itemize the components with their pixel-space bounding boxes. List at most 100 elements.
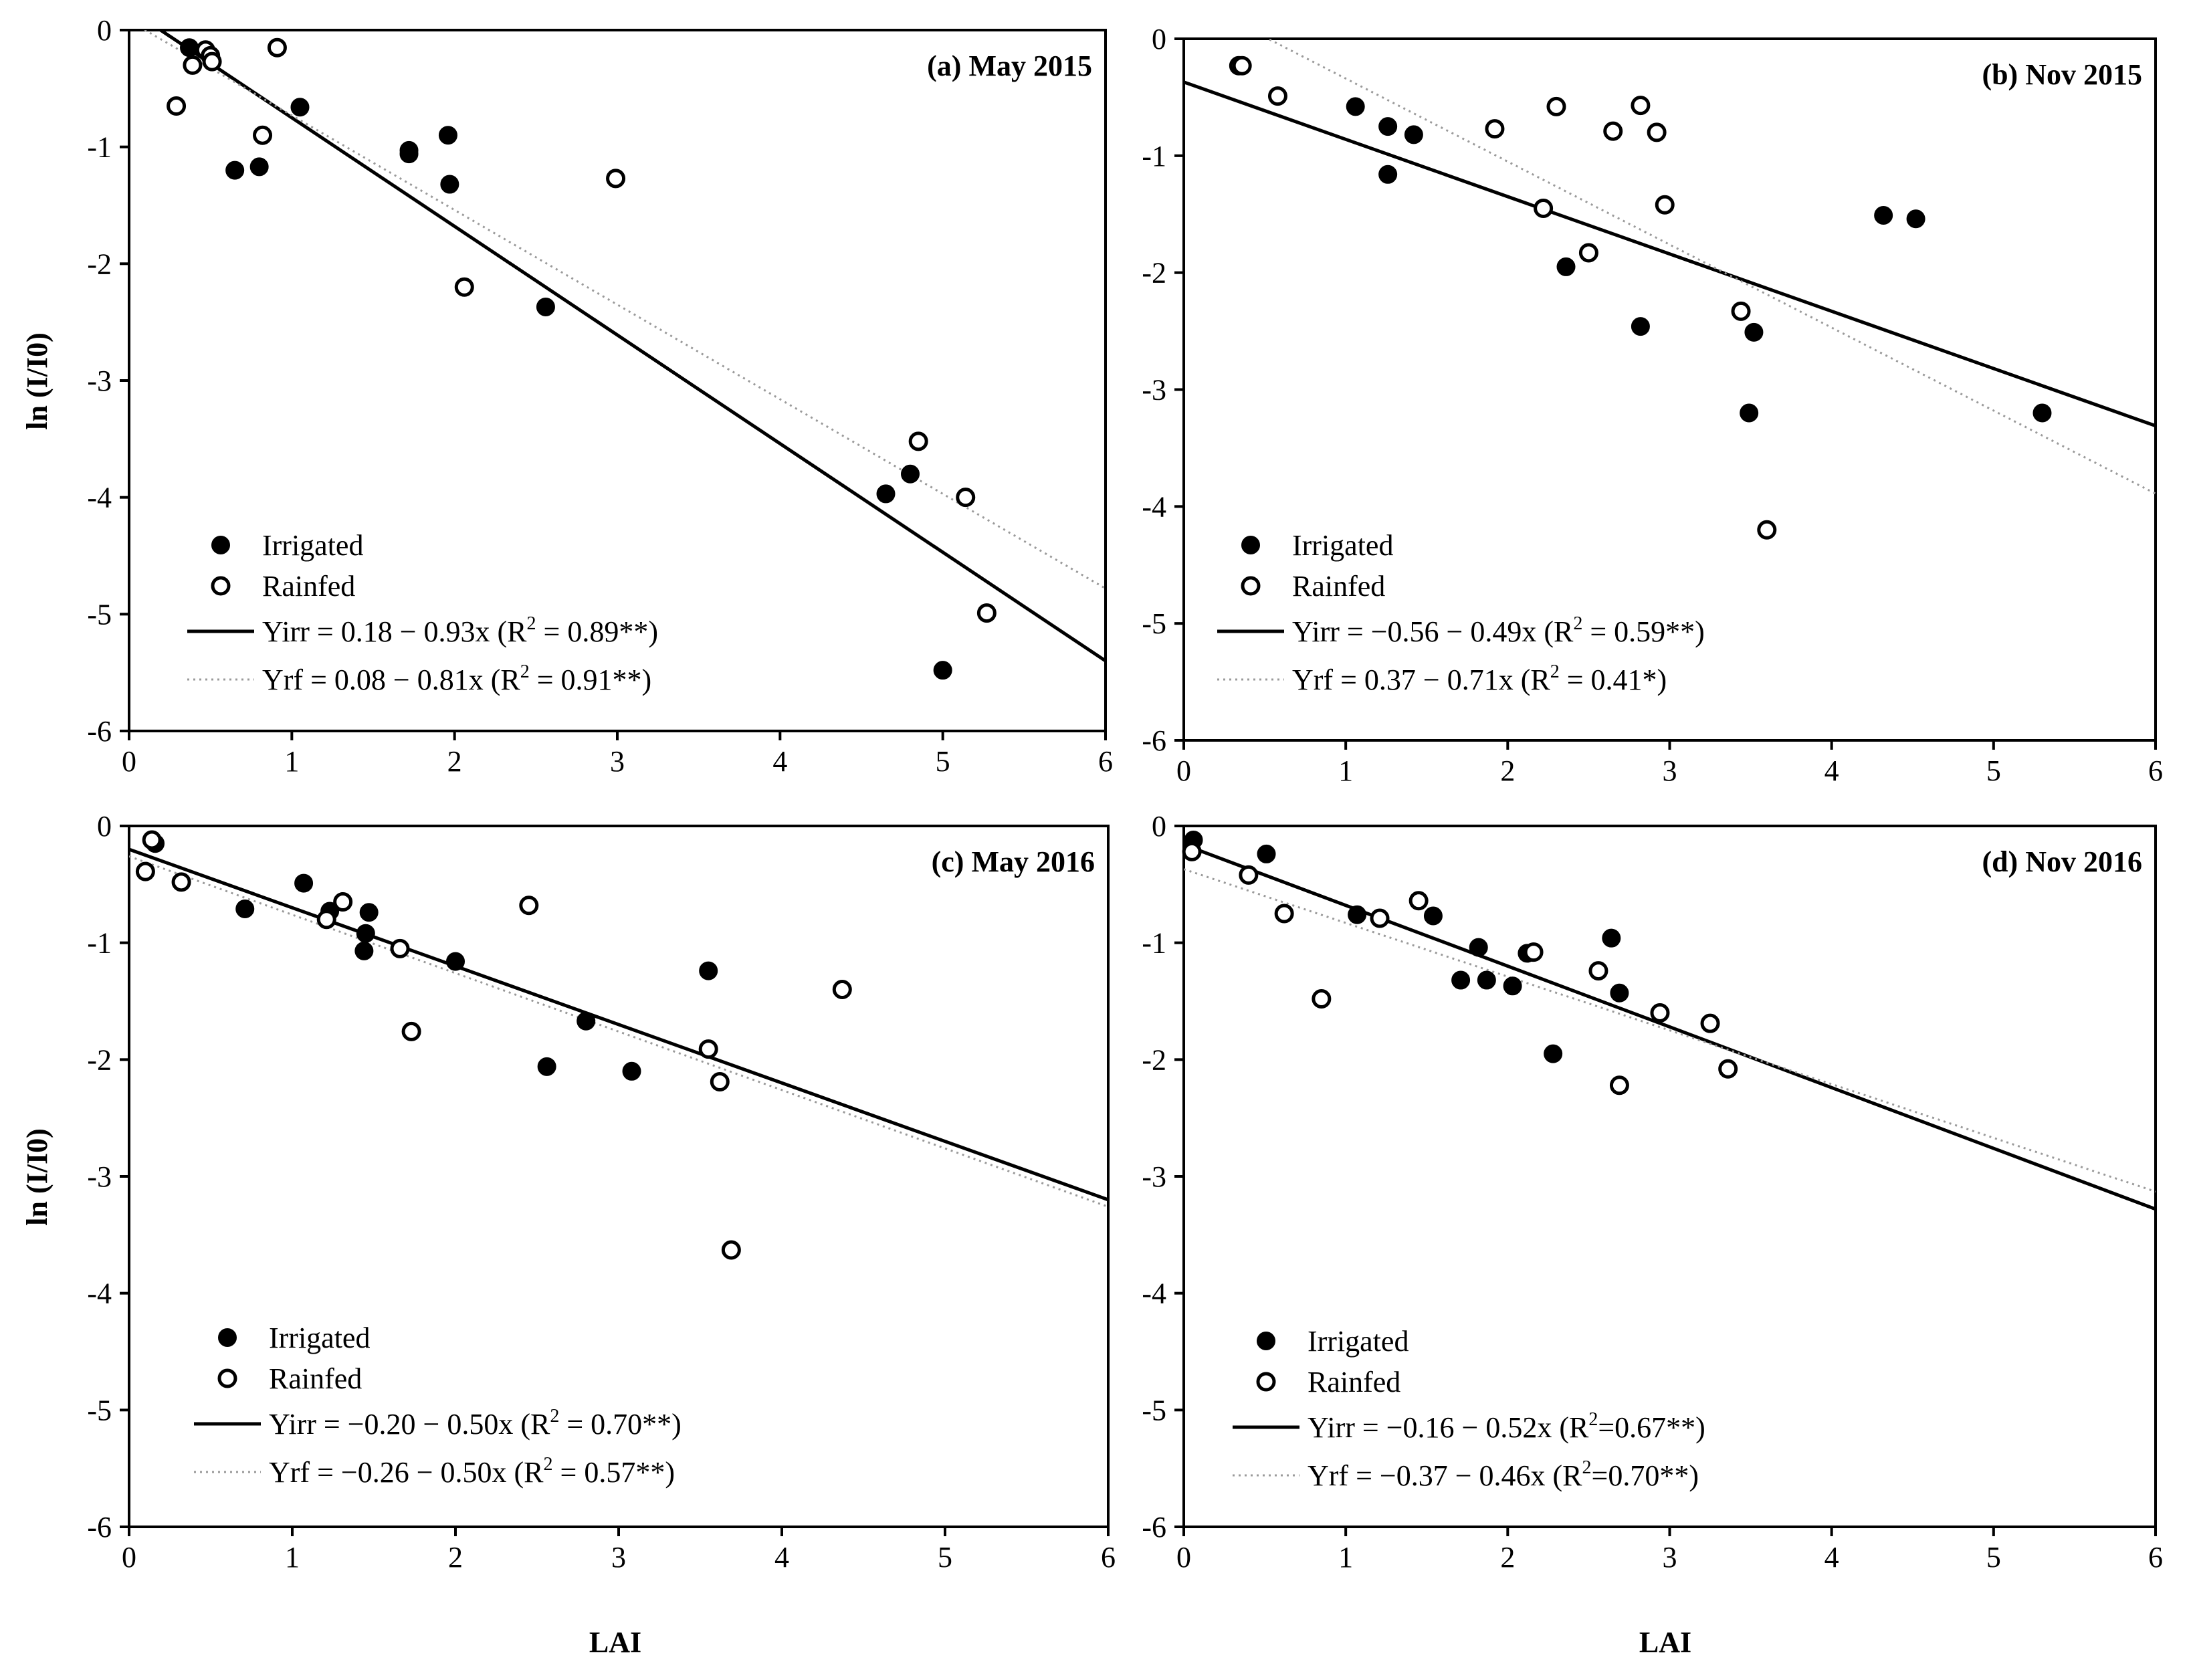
y-tick-label: -5 bbox=[87, 1394, 112, 1427]
data-point-irrigated bbox=[1503, 976, 1522, 996]
data-point-irrigated bbox=[622, 1061, 641, 1081]
legend-label-rainfed: Rainfed bbox=[1292, 570, 1385, 603]
x-tick-label: 3 bbox=[610, 745, 625, 778]
data-point-rainfed bbox=[1647, 122, 1667, 142]
data-point-rainfed bbox=[401, 1021, 421, 1041]
legend-marker-rainfed bbox=[217, 1368, 237, 1388]
panel-c: 0 1 2 3 4 5 6 0 -1 -2 -3 -4 -5 -6 (c) May 2016 Irrigate… bbox=[87, 810, 1116, 1574]
data-point-rainfed bbox=[976, 603, 997, 623]
x-tick-label: 1 bbox=[284, 745, 299, 778]
data-point-irrigated bbox=[1631, 317, 1650, 336]
data-point-rainfed bbox=[1603, 121, 1623, 141]
y-tick-label: -2 bbox=[1142, 1043, 1166, 1076]
data-point-rainfed bbox=[1274, 904, 1294, 924]
x-tick-label: 4 bbox=[772, 745, 787, 778]
legend: Irrigated Rainfed Yirr = −0.16 − 0.52x (R2… bbox=[1233, 1325, 1705, 1492]
data-point-rainfed bbox=[167, 96, 187, 116]
data-point-rainfed bbox=[519, 896, 539, 916]
data-point-rainfed bbox=[171, 872, 191, 892]
legend-fit-label-yrf: Yrf = −0.26 − 0.50x (R2 = 0.57**) bbox=[269, 1454, 675, 1489]
data-point-irrigated bbox=[876, 484, 896, 504]
data-point-irrigated bbox=[438, 126, 457, 145]
legend-label-irrigated: Irrigated bbox=[1292, 529, 1393, 562]
legend-fit-label-yirr: Yirr = −0.16 − 0.52x (R2=0.67**) bbox=[1308, 1409, 1705, 1444]
data-point-rainfed bbox=[1370, 908, 1390, 928]
data-point-rainfed bbox=[956, 488, 976, 508]
x-tick-label: 2 bbox=[1500, 754, 1515, 787]
data-point-irrigated bbox=[359, 903, 379, 922]
legend-fit-label-yirr: Yirr = −0.56 − 0.49x (R2 = 0.59**) bbox=[1292, 613, 1705, 648]
x-tick-label: 6 bbox=[2148, 1541, 2163, 1574]
x-tick-label: 5 bbox=[1986, 1541, 2001, 1574]
data-point-rainfed bbox=[1609, 1075, 1629, 1095]
data-point-irrigated bbox=[1423, 906, 1443, 926]
data-point-rainfed bbox=[142, 830, 162, 850]
data-point-irrigated bbox=[1257, 844, 1276, 863]
data-point-irrigated bbox=[249, 157, 269, 177]
data-point-irrigated bbox=[294, 873, 314, 893]
x-tick-label: 5 bbox=[938, 1541, 952, 1574]
x-tick-label: 4 bbox=[1824, 1541, 1839, 1574]
data-point-irrigated bbox=[1346, 97, 1365, 116]
data-point-rainfed bbox=[1718, 1059, 1738, 1079]
data-point-rainfed bbox=[267, 37, 287, 58]
y-tick-label: -6 bbox=[1142, 1511, 1166, 1544]
data-point-irrigated bbox=[901, 464, 920, 484]
x-tick-label: 4 bbox=[1824, 754, 1839, 787]
data-point-rainfed bbox=[1546, 96, 1566, 116]
y-tick-label: -4 bbox=[1142, 490, 1166, 523]
data-point-rainfed bbox=[1267, 86, 1287, 106]
data-point-rainfed bbox=[390, 938, 410, 958]
fit-line-yrf bbox=[1265, 39, 2156, 495]
data-point-rainfed bbox=[183, 55, 203, 75]
y-tick-label: -5 bbox=[1142, 1394, 1166, 1427]
data-point-irrigated bbox=[440, 175, 459, 194]
x-tick-label: 6 bbox=[1098, 745, 1113, 778]
data-point-irrigated bbox=[1451, 970, 1471, 990]
data-point-rainfed bbox=[1182, 841, 1202, 861]
y-tick-label: -1 bbox=[1142, 927, 1166, 960]
y-tick-label: -4 bbox=[87, 1277, 112, 1310]
y-tick-label: -2 bbox=[1142, 257, 1166, 290]
data-point-irrigated bbox=[1744, 322, 1764, 342]
data-point-rainfed bbox=[1700, 1013, 1720, 1033]
data-point-rainfed bbox=[1588, 961, 1608, 981]
y-tick-label: -4 bbox=[1142, 1277, 1166, 1310]
y-tick-label: -6 bbox=[87, 715, 112, 748]
y-tick-label: -5 bbox=[87, 598, 112, 631]
y-tick-label: -1 bbox=[1142, 140, 1166, 173]
data-point-irrigated bbox=[1378, 117, 1398, 136]
x-tick-label: 0 bbox=[1176, 1541, 1191, 1574]
data-point-irrigated bbox=[1469, 938, 1488, 957]
data-point-irrigated bbox=[1404, 125, 1423, 144]
legend: Irrigated Rainfed Yirr = −0.56 − 0.49x (R2… bbox=[1217, 529, 1705, 696]
x-tick-label: 5 bbox=[1986, 754, 2001, 787]
data-point-irrigated bbox=[1740, 403, 1759, 423]
x-tick-label: 0 bbox=[122, 1541, 136, 1574]
fit-line-yirr bbox=[129, 847, 1108, 1202]
fit-line-yirr bbox=[1184, 843, 2156, 1211]
x-tick-label: 3 bbox=[1663, 754, 1677, 787]
data-point-rainfed bbox=[698, 1039, 718, 1059]
x-tick-label: 4 bbox=[774, 1541, 789, 1574]
y-tick-label: -3 bbox=[1142, 374, 1166, 407]
x-tick-label: 3 bbox=[1663, 1541, 1677, 1574]
data-point-rainfed bbox=[1312, 989, 1332, 1009]
y-tick-label: -6 bbox=[87, 1511, 112, 1544]
data-point-rainfed bbox=[1485, 119, 1505, 139]
legend-marker-irrigated bbox=[1257, 1332, 1275, 1350]
data-point-irrigated bbox=[1874, 205, 1893, 225]
data-point-irrigated bbox=[1477, 970, 1496, 990]
data-point-rainfed bbox=[1578, 243, 1598, 263]
data-point-rainfed bbox=[1232, 56, 1252, 76]
panel-a: 0 1 2 3 4 5 6 0 -1 -2 -3 -4 -5 -6 (a) May 2015 Irrigate… bbox=[87, 14, 1113, 778]
data-point-rainfed bbox=[1757, 520, 1777, 540]
y-tick-label: -2 bbox=[87, 1043, 112, 1076]
y-tick-label: -5 bbox=[1142, 607, 1166, 640]
data-point-rainfed bbox=[710, 1072, 730, 1092]
data-point-irrigated bbox=[2032, 403, 2052, 423]
y-tick-label: 0 bbox=[1152, 810, 1166, 843]
x-tick-label: 2 bbox=[448, 1541, 463, 1574]
legend-marker-rainfed bbox=[211, 576, 231, 596]
